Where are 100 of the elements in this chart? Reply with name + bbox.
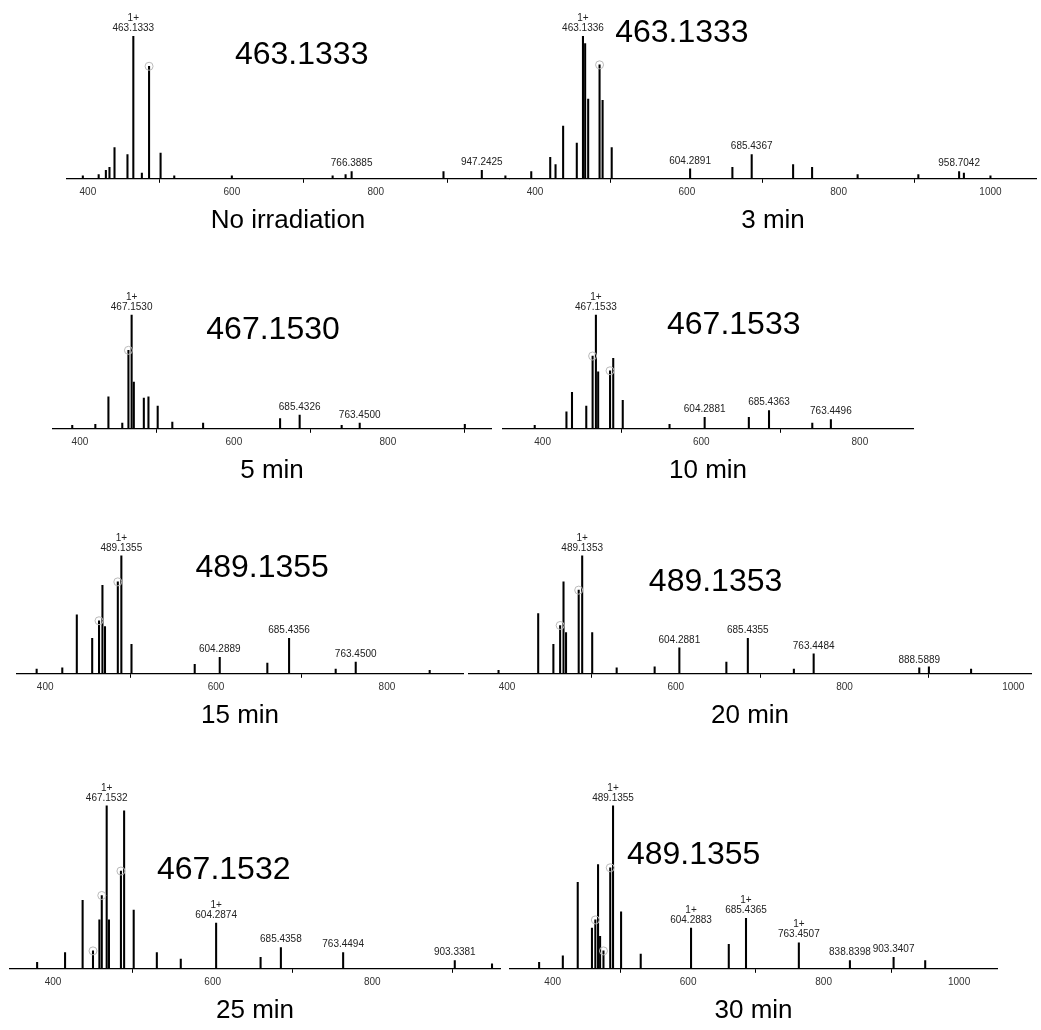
- bar: [100, 895, 103, 969]
- x-tick-label: 800: [815, 975, 833, 987]
- x-axis-title: 20 min: [710, 698, 790, 729]
- bar: [155, 952, 158, 969]
- bar: [958, 171, 961, 179]
- x-axis-title: 3 min: [741, 203, 805, 234]
- bar: [690, 927, 693, 969]
- x-tick-label: 400: [498, 680, 516, 692]
- x-tick-label: 800: [378, 680, 396, 692]
- annotation: 766.3885: [330, 157, 373, 169]
- bar: [620, 911, 623, 969]
- bar: [848, 960, 851, 969]
- x-tick-label: 1000: [979, 185, 1003, 197]
- annotation: 604.2881: [658, 633, 701, 645]
- bar: [126, 154, 129, 179]
- bar: [576, 882, 579, 969]
- annotation: 685.4358: [260, 933, 303, 945]
- bar: [537, 613, 540, 674]
- bar: [744, 917, 748, 969]
- annotation: 763.4500: [334, 647, 378, 659]
- bar: [565, 411, 568, 429]
- annotation: 604.2889: [198, 643, 242, 655]
- bar: [215, 922, 218, 969]
- x-tick-label: 400: [36, 680, 54, 692]
- annotation: 685.4355: [726, 624, 770, 636]
- bar: [653, 666, 656, 674]
- x-tick-label: 400: [526, 185, 544, 197]
- annotation: 763.4496: [810, 405, 853, 417]
- bar: [142, 397, 145, 429]
- annotation: 958.7042: [938, 157, 981, 169]
- bar: [259, 957, 262, 969]
- bar: [829, 419, 832, 429]
- x-tick-label: 600: [204, 975, 222, 987]
- bar: [610, 147, 613, 179]
- annotation: 1+ 604.2883: [670, 903, 713, 925]
- x-axis-title: 10 min: [668, 453, 748, 484]
- bar: [594, 314, 597, 429]
- bar: [678, 647, 681, 674]
- x-axis-title: 15 min: [200, 698, 280, 729]
- x-axis-title: 25 min: [215, 993, 295, 1024]
- x-tick-label: 800: [367, 185, 385, 197]
- bar: [727, 944, 730, 969]
- bar: [288, 638, 291, 674]
- annotation: 1+ 463.1336: [562, 12, 605, 34]
- bar: [562, 125, 565, 179]
- annotation: 1+ 763.4507: [777, 918, 821, 940]
- bar: [549, 157, 552, 179]
- x-tick-label: 400: [544, 975, 562, 987]
- bar: [342, 952, 345, 969]
- bar: [750, 154, 753, 179]
- annotation: 685.4326: [278, 400, 321, 412]
- bar: [552, 644, 555, 674]
- x-tick-label: 1000: [1002, 680, 1025, 692]
- annotation: 1+ 685.4365: [725, 894, 768, 916]
- bar: [562, 581, 565, 674]
- bar: [892, 957, 895, 969]
- bar: [64, 952, 67, 969]
- bar: [148, 65, 151, 179]
- annotation: 1+ 467.1533: [575, 290, 618, 312]
- annotation: 947.2425: [460, 156, 504, 167]
- x-tick-label: 800: [379, 435, 397, 447]
- bar: [689, 168, 692, 179]
- bar: [927, 666, 930, 674]
- annotation: 1+ 489.1353: [561, 531, 604, 553]
- bar: [598, 64, 601, 179]
- bar: [746, 638, 749, 674]
- bar: [581, 36, 584, 179]
- x-tick-label: 800: [363, 975, 382, 987]
- bar: [132, 36, 135, 179]
- bar: [570, 392, 574, 429]
- bar: [530, 171, 533, 179]
- bar: [120, 555, 123, 674]
- chart-title: 467.1530: [206, 309, 340, 346]
- x-tick-label: 600: [679, 975, 697, 987]
- x-tick-label: 1000: [947, 975, 971, 987]
- bar: [147, 396, 150, 429]
- bar: [442, 171, 445, 179]
- bar: [767, 410, 771, 429]
- bar: [156, 405, 159, 429]
- bar: [612, 357, 615, 429]
- x-tick-label: 600: [223, 185, 241, 197]
- bar: [731, 167, 734, 179]
- annotation: 604.2891: [669, 154, 712, 166]
- annotation: 763.4500: [338, 408, 381, 420]
- chart-title: 463.1333: [615, 12, 749, 49]
- x-tick-label: 400: [71, 435, 89, 447]
- bar: [193, 664, 196, 674]
- annotation: 1+ 489.1355: [592, 781, 635, 803]
- x-tick-label: 600: [225, 435, 243, 447]
- annotation: 1+ 467.1532: [85, 781, 128, 803]
- bar: [127, 349, 130, 429]
- bar: [130, 644, 133, 674]
- annotation: 1+ 604.2874: [195, 898, 238, 920]
- annotation: 685.4356: [268, 624, 311, 636]
- bar: [747, 417, 750, 429]
- x-tick-label: 400: [79, 185, 97, 197]
- bar: [597, 864, 600, 969]
- bar: [621, 400, 624, 429]
- bar: [113, 147, 116, 179]
- annotation: 903.3381: [433, 946, 477, 958]
